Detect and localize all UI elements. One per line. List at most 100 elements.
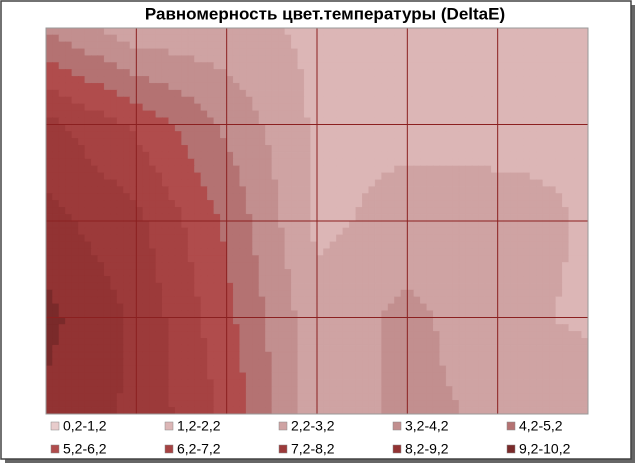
contour-cell xyxy=(445,275,453,284)
contour-cell xyxy=(116,296,124,305)
contour-cell xyxy=(91,296,99,305)
contour-cell xyxy=(297,110,305,119)
contour-cell xyxy=(297,165,305,174)
contour-cell xyxy=(97,282,105,291)
contour-cell xyxy=(471,55,479,63)
contour-cell xyxy=(310,234,318,243)
contour-cell xyxy=(523,365,531,374)
contour-cell xyxy=(316,27,324,36)
contour-cell xyxy=(310,324,318,332)
contour-cell xyxy=(226,406,234,415)
contour-cell xyxy=(271,55,279,63)
contour-cell xyxy=(52,186,60,194)
contour-cell xyxy=(142,172,150,181)
contour-cell xyxy=(458,358,466,367)
contour-cell xyxy=(200,145,208,153)
contour-cell xyxy=(45,131,53,139)
contour-cell xyxy=(349,220,357,229)
contour-cell xyxy=(149,165,157,174)
contour-cell xyxy=(84,220,92,229)
contour-cell xyxy=(220,234,228,243)
contour-cell xyxy=(291,400,299,408)
contour-cell xyxy=(58,151,66,160)
contour-cell xyxy=(381,303,389,312)
contour-cell xyxy=(387,351,395,360)
contour-cell xyxy=(497,76,505,84)
contour-cell xyxy=(258,110,266,119)
contour-cell xyxy=(168,289,176,298)
contour-cell xyxy=(239,400,247,408)
contour-cell xyxy=(316,62,324,70)
contour-cell xyxy=(278,234,286,243)
contour-cell xyxy=(84,338,92,346)
contour-cell xyxy=(413,213,421,222)
contour-cell xyxy=(284,351,292,360)
contour-cell xyxy=(116,241,124,250)
contour-cell xyxy=(123,55,131,63)
contour-cell xyxy=(155,351,163,360)
contour-cell xyxy=(342,89,350,98)
contour-cell xyxy=(568,400,576,408)
contour-cell xyxy=(413,110,421,119)
contour-cell xyxy=(149,41,157,50)
contour-cell xyxy=(387,151,395,160)
contour-cell xyxy=(194,117,202,125)
contour-cell xyxy=(581,69,589,77)
contour-cell xyxy=(394,234,402,243)
contour-cell xyxy=(291,200,299,208)
contour-cell xyxy=(323,117,331,125)
contour-cell xyxy=(71,296,79,305)
contour-cell xyxy=(187,27,195,36)
contour-cell xyxy=(542,48,550,57)
contour-cell xyxy=(58,400,66,408)
contour-cell xyxy=(65,69,73,77)
contour-cell xyxy=(174,117,182,125)
contour-cell xyxy=(581,82,589,91)
contour-cell xyxy=(329,117,337,125)
contour-cell xyxy=(110,55,118,63)
contour-cell xyxy=(213,255,221,263)
contour-cell xyxy=(91,248,99,256)
contour-cell xyxy=(562,131,570,139)
contour-cell xyxy=(278,186,286,194)
contour-cell xyxy=(278,55,286,63)
contour-cell xyxy=(413,386,421,394)
contour-cell xyxy=(562,296,570,305)
contour-cell xyxy=(316,282,324,291)
contour-cell xyxy=(316,138,324,146)
contour-cell xyxy=(523,145,531,153)
contour-cell xyxy=(503,331,512,339)
contour-cell xyxy=(407,358,415,367)
contour-cell xyxy=(291,358,299,367)
contour-cell xyxy=(471,248,479,256)
contour-cell xyxy=(491,48,499,57)
contour-cell xyxy=(407,393,415,401)
legend-label: 3,2-4,2 xyxy=(405,418,449,434)
contour-cell xyxy=(549,145,557,153)
contour-cell xyxy=(291,34,299,43)
contour-cell xyxy=(52,282,60,291)
contour-cell xyxy=(574,103,582,112)
contour-cell xyxy=(174,82,182,91)
contour-cell xyxy=(536,344,544,353)
contour-cell xyxy=(458,103,466,112)
contour-cell xyxy=(529,379,537,387)
contour-cell xyxy=(555,220,563,229)
contour-cell xyxy=(91,275,99,284)
contour-cell xyxy=(400,255,408,263)
contour-cell xyxy=(226,200,234,208)
contour-cell xyxy=(426,213,434,222)
contour-cell xyxy=(213,248,221,256)
contour-cell xyxy=(497,406,505,415)
contour-cell xyxy=(542,207,550,215)
contour-cell xyxy=(574,372,582,380)
contour-cell xyxy=(426,34,434,43)
contour-cell xyxy=(497,96,505,105)
contour-cell xyxy=(478,213,486,222)
contour-cell xyxy=(271,82,279,91)
contour-cell xyxy=(471,227,479,236)
contour-cell xyxy=(245,110,253,119)
contour-cell xyxy=(207,289,215,298)
contour-cell xyxy=(452,372,460,380)
contour-cell xyxy=(161,324,170,332)
